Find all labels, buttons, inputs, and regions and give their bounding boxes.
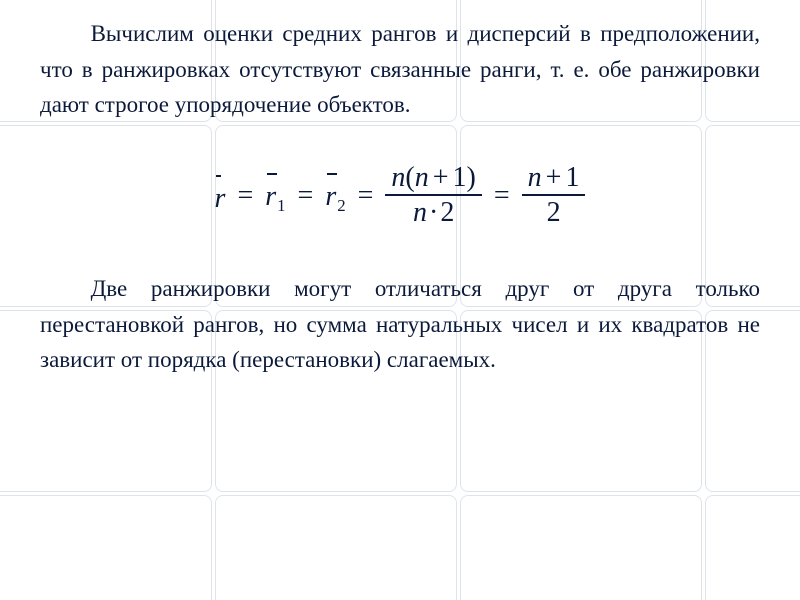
paragraph-2: Две ранжировки могут отличаться друг от … [40,271,760,378]
formula-block: r = r1 = r2 = n(n+1) n·2 = n+1 2 [40,131,760,261]
slide-content: Вычислим оценки средних рангов и дисперс… [0,0,800,600]
formula: r = r1 = r2 = n(n+1) n·2 = n+1 2 [215,163,586,229]
equals-1: = [237,180,253,212]
r-bar-1: r1 [265,175,285,216]
r-bar-2: r2 [325,175,345,216]
fraction-1: n(n+1) n·2 [385,163,481,229]
fraction-2: n+1 2 [522,163,586,229]
paragraph-1: Вычислим оценки средних рангов и дисперс… [40,16,760,123]
equals-3: = [358,180,374,212]
equals-2: = [298,180,314,212]
r-bar: r [215,177,226,215]
equals-4: = [494,180,510,212]
